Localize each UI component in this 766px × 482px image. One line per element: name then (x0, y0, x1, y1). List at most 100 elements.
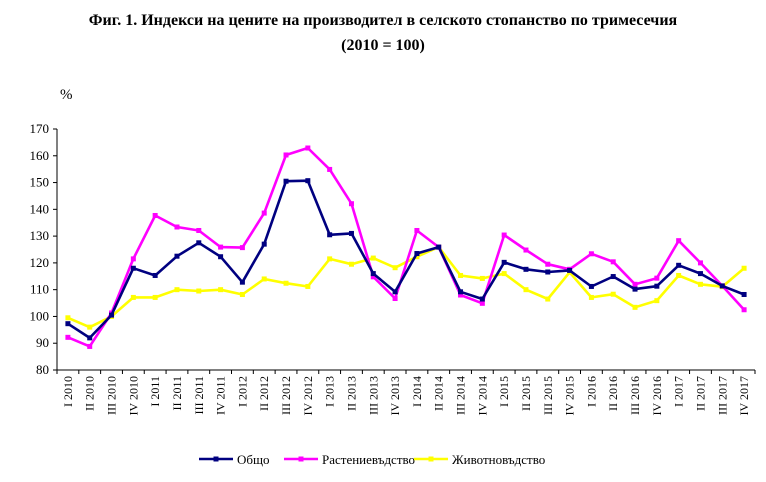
data-point (588, 251, 594, 257)
x-tick-label: III 2017 (715, 376, 729, 415)
x-tick-label: II 2012 (257, 376, 271, 411)
x-tick-label: IV 2017 (737, 376, 751, 415)
series-line (67, 179, 745, 340)
x-tick-label: IV 2015 (563, 376, 577, 415)
data-point (196, 288, 202, 294)
data-point (588, 294, 594, 300)
data-point (545, 296, 551, 302)
legend-item: Животновъдство (414, 452, 545, 467)
data-point (458, 292, 464, 298)
data-point (152, 272, 158, 278)
x-tick-label: I 2016 (584, 376, 598, 407)
data-point (567, 267, 573, 273)
x-tick-label: III 2014 (454, 376, 468, 415)
data-point (654, 275, 660, 281)
data-point (741, 307, 747, 313)
data-point (87, 335, 93, 341)
data-point (261, 276, 267, 282)
series-layer (65, 145, 747, 349)
data-point (65, 315, 71, 321)
x-tick-label: II 2016 (606, 376, 620, 411)
y-axis-label: % (60, 87, 73, 103)
data-point (327, 256, 333, 262)
legend-item: Растениевъдство (284, 452, 415, 467)
data-point (196, 227, 202, 233)
data-point (458, 289, 464, 295)
data-point (174, 253, 180, 259)
data-point (697, 281, 703, 287)
y-tick-label: 120 (30, 255, 50, 270)
x-tick-label: II 2010 (83, 376, 97, 411)
data-point (261, 241, 267, 247)
x-tick-label: I 2011 (148, 376, 162, 407)
data-point (370, 274, 376, 280)
data-point (436, 244, 442, 250)
x-tick-label: IV 2014 (475, 376, 489, 415)
data-point (152, 294, 158, 300)
data-point (479, 296, 485, 302)
y-tick-label: 170 (30, 121, 50, 136)
data-point (479, 275, 485, 281)
data-point (458, 272, 464, 278)
x-tick-label: I 2013 (323, 376, 337, 407)
data-point (152, 212, 158, 218)
x-tick-label: IV 2012 (301, 376, 315, 415)
data-point (479, 300, 485, 306)
data-point (545, 261, 551, 267)
x-tick-label: III 2012 (279, 376, 293, 415)
legend-marker (298, 456, 304, 462)
axes: 80 90 100 110 120 130 140 150 160 170 I 2010 II 201… (30, 121, 756, 415)
data-point (697, 260, 703, 266)
x-tick-label: I 2014 (410, 376, 424, 407)
data-point (174, 287, 180, 293)
y-tick-label: 80 (36, 362, 49, 377)
legend: Общо Растениевъдство Животновъдство (199, 452, 545, 467)
data-point (719, 283, 725, 289)
data-point (392, 289, 398, 295)
data-point (348, 230, 354, 236)
data-point (239, 245, 245, 251)
x-tick-label: I 2012 (235, 376, 249, 407)
data-point (305, 283, 311, 289)
data-point (741, 291, 747, 297)
x-tick-label: II 2017 (693, 376, 707, 411)
data-point (130, 256, 136, 262)
data-point (283, 178, 289, 184)
data-point (87, 343, 93, 349)
y-tick-label: 160 (30, 148, 50, 163)
legend-label: Общо (237, 452, 270, 467)
x-tick-label: I 2015 (497, 376, 511, 407)
y-tick-label: 100 (30, 308, 50, 323)
y-tick-label: 130 (30, 228, 50, 243)
chart-title: Фиг. 1. Индекси на цените на производите… (88, 12, 678, 29)
x-tick-label: III 2015 (541, 376, 555, 415)
data-point (414, 251, 420, 257)
data-point (654, 283, 660, 289)
data-point (610, 274, 616, 280)
series-1 (65, 178, 747, 341)
data-point (109, 312, 115, 318)
data-point (545, 269, 551, 275)
x-tick-label: II 2013 (344, 376, 358, 411)
data-point (65, 334, 71, 340)
data-point (610, 259, 616, 265)
data-point (501, 232, 507, 238)
x-tick-label: IV 2011 (214, 376, 228, 415)
data-point (501, 259, 507, 265)
data-point (305, 178, 311, 184)
data-point (65, 321, 71, 327)
data-point (414, 254, 420, 260)
series-2 (65, 145, 747, 349)
x-tick-label: III 2011 (192, 376, 206, 415)
x-tick-label: I 2017 (672, 376, 686, 407)
data-point (283, 152, 289, 158)
data-point (632, 286, 638, 292)
data-point (414, 227, 420, 233)
data-point (218, 244, 224, 250)
data-point (392, 296, 398, 302)
data-point (654, 298, 660, 304)
data-point (239, 291, 245, 297)
data-point (239, 279, 245, 285)
data-point (676, 272, 682, 278)
